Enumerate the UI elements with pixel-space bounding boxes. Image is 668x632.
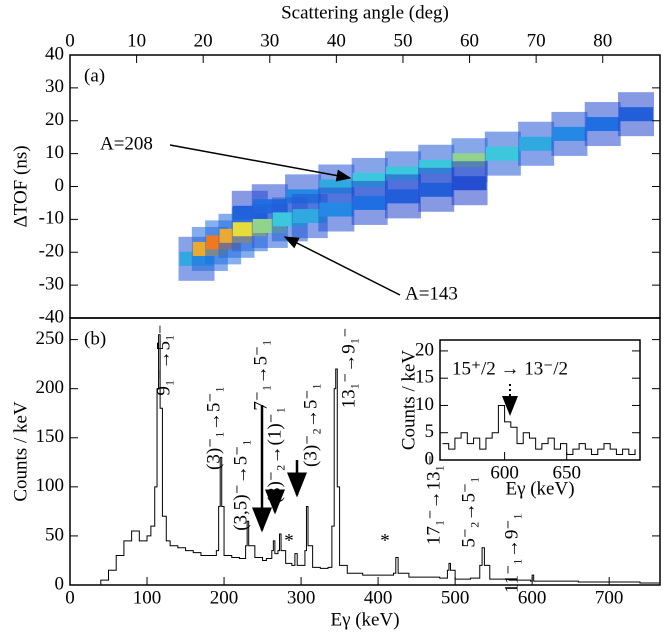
peak-label: 9₁⁻→5₁⁻ [153,324,174,395]
x-tick-label: 650 [552,462,581,483]
heat-cell [319,202,354,217]
peak-label: 7⁻₁→5⁻₁ [250,339,271,410]
y-tick-label: -10 [39,208,64,229]
x-tick-label: 30 [260,30,279,51]
y-tick-label: -20 [39,241,64,262]
y-tick-label: -30 [39,273,64,294]
y-tick-label: 250 [36,328,65,349]
x-axis-title: Scattering angle (deg) [281,2,449,23]
x-tick-label: 50 [393,30,412,51]
ridge-label: A=208 [100,133,153,154]
y-tick-label: 100 [36,475,65,496]
panel-label: (a) [84,65,105,86]
y-tick-label: 0 [55,573,65,594]
y-tick-label: 20 [415,339,434,360]
heat-cell [352,195,387,210]
plot-frame [69,317,661,586]
x-tick-label: 200 [210,587,239,608]
annotation-arrow [283,236,401,296]
y-tick-label: 200 [36,377,65,398]
y-tick-label: 150 [36,426,65,447]
y-tick-label: 10 [415,394,434,415]
x-tick-label: 60 [460,30,479,51]
x-tick-label: 600 [518,587,547,608]
heat-cell [552,126,587,141]
annotation-arrow [169,144,352,182]
y-tick-label: 20 [45,109,64,130]
x-tick-label: 0 [65,30,75,51]
heatmap [178,92,655,281]
y-axis-title: ΔTOF (ns) [10,145,31,227]
peak-label: 13₁⁻→9₁⁻ [338,328,359,409]
transition-label: 15⁺/2 → 13⁻/2 [452,358,568,379]
heat-cell [452,176,487,191]
peak-label: 17₁⁻→13₁⁻ [423,455,444,545]
x-tick-label: 500 [441,587,470,608]
peak-label: (3,5)⁻→5⁻₁ [230,439,251,531]
spectrum-line [93,334,660,586]
x-tick-label: 100 [133,587,162,608]
heat-cell [585,117,620,132]
heat-cell [419,182,454,197]
x-axis-title: Eγ (keV) [330,609,399,630]
y-tick-label: 0 [425,448,435,469]
peak-label: * [284,530,294,551]
x-tick-label: 400 [364,587,393,608]
heat-cell [619,107,654,122]
y-tick-label: 40 [45,43,64,64]
y-tick-label: 10 [45,142,64,163]
x-tick-label: 0 [65,587,75,608]
peak-label: * [380,530,390,551]
x-tick-label: 40 [327,30,346,51]
x-tick-label: 10 [127,30,146,51]
y-tick-label: 5 [425,421,435,442]
peak-label: (3)⁻₂→(1)⁻₁ [264,407,285,504]
heat-cell [292,209,327,224]
y-tick-label: 15 [415,367,434,388]
spectrum-line [442,404,636,456]
heat-cell [519,136,554,151]
heat-cell [385,189,420,204]
x-tick-label: 20 [194,30,213,51]
heat-cell [485,146,520,161]
y-tick-label: 50 [45,524,64,545]
x-tick-label: 300 [287,587,316,608]
ridge-label: A=143 [405,283,458,304]
x-tick-label: 80 [593,30,612,51]
y-axis-title: Counts / keV [10,401,31,502]
y-axis-title: Counts / keV [398,350,419,451]
peak-label: 5⁻₂→5⁻₁ [458,476,479,547]
y-tick-label: 0 [55,175,65,196]
panel-label: (b) [84,328,106,349]
x-tick-label: 70 [527,30,546,51]
y-tick-label: -40 [39,306,64,327]
peak-label: (3)⁻₁→5⁻₁ [203,386,224,470]
x-axis-title: Eγ (keV) [505,478,574,499]
x-tick-label: 700 [595,587,624,608]
x-tick-label: 600 [490,462,519,483]
plot-frame [439,339,641,461]
y-tick-label: 30 [45,76,64,97]
peak-label: (3)⁻₂→5⁻₁ [300,383,321,467]
peak-label: 11⁻₁→9⁻₁ [501,513,522,593]
